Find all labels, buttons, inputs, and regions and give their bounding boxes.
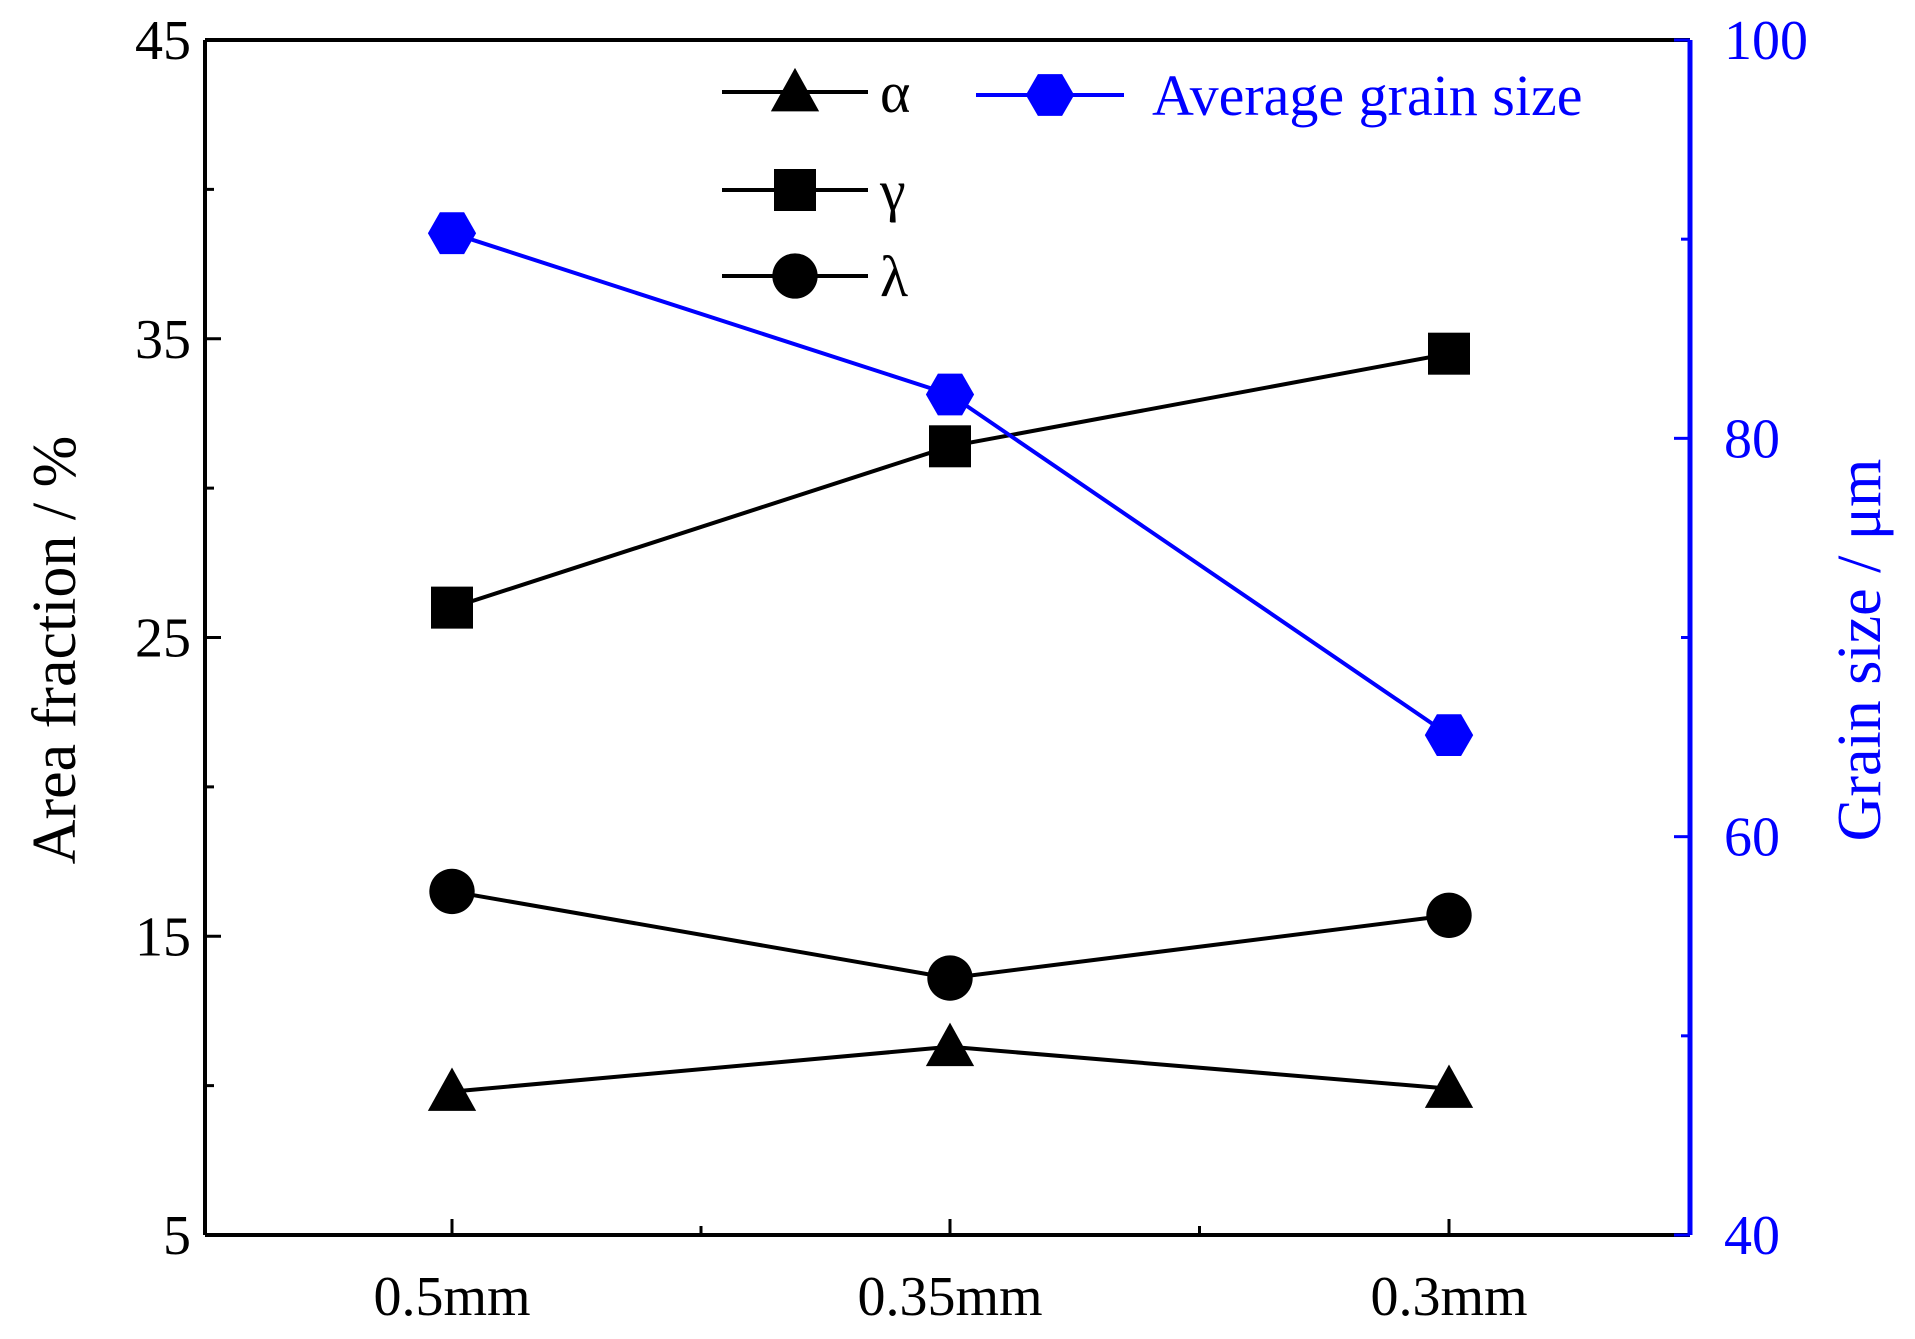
x-tick-label: 0.3mm — [1370, 1266, 1527, 1328]
data-point-square — [929, 425, 971, 468]
left-tick-label: 15 — [135, 906, 191, 968]
series-triangle — [427, 1022, 1474, 1111]
legend-marker-square — [774, 169, 816, 211]
right-axis-title: Grain size / μm — [1826, 459, 1894, 842]
data-point-hexagon — [925, 373, 975, 416]
data-point-square — [431, 586, 473, 629]
data-point-circle — [429, 868, 475, 915]
left-tick-label: 35 — [135, 309, 191, 371]
legend-entry: λ — [722, 244, 908, 309]
right-tick-label: 40 — [1724, 1205, 1780, 1267]
series-circle — [429, 868, 1472, 1001]
data-point-triangle — [925, 1022, 975, 1067]
legend-marker-hexagon — [1025, 74, 1075, 116]
left-tick-label: 45 — [135, 10, 191, 72]
series-square — [431, 332, 1470, 629]
data-point-triangle — [427, 1067, 477, 1111]
data-point-triangle — [1424, 1064, 1474, 1108]
legend-label: α — [880, 60, 910, 125]
data-point-circle — [927, 955, 973, 1001]
right-tick-label: 100 — [1724, 10, 1808, 72]
legend-entry: γ — [722, 158, 906, 223]
left-tick-label: 25 — [135, 608, 191, 670]
x-tick-label: 0.5mm — [373, 1266, 530, 1328]
left-axis-title: Area fraction / % — [21, 436, 89, 865]
data-point-hexagon — [427, 212, 477, 255]
legend-label: λ — [880, 244, 908, 309]
legend-marker-triangle — [770, 67, 820, 112]
legend-marker-circle — [772, 253, 818, 299]
left-tick-label: 5 — [163, 1205, 191, 1267]
legend-label: Average grain size — [1152, 63, 1582, 128]
legend-entry: α — [722, 60, 910, 125]
data-point-circle — [1426, 892, 1472, 939]
right-tick-label: 80 — [1724, 408, 1780, 470]
legend-entry: Average grain size — [976, 63, 1582, 128]
right-tick-label: 60 — [1724, 807, 1780, 869]
legend-label: γ — [879, 158, 906, 223]
series-line — [451, 231, 1451, 737]
x-tick-label: 0.35mm — [857, 1266, 1042, 1328]
data-point-square — [1428, 332, 1470, 375]
series-hexagon — [427, 212, 1474, 756]
series-layer — [427, 212, 1474, 1111]
data-point-hexagon — [1424, 714, 1474, 756]
axis-ticks: 5 15 25 35 45 40 60 80 100 0.5mm 0.35mm 0.3mm — [135, 10, 1808, 1328]
legend: αγλ Average grain size — [722, 60, 1582, 309]
